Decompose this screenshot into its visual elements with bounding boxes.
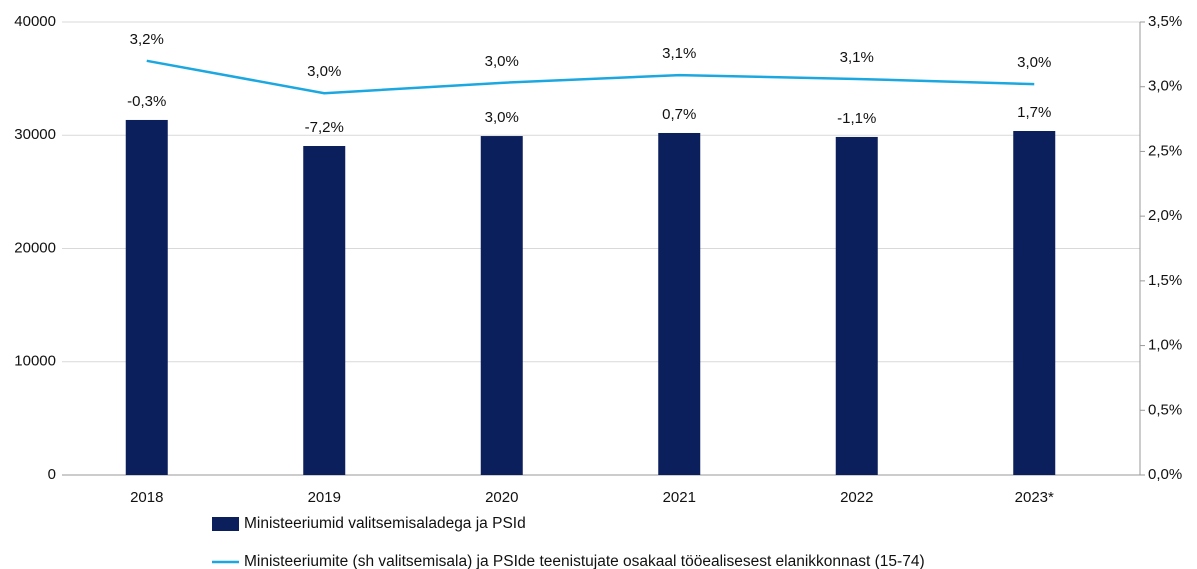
y2-tick-label: 3,0% [1148,78,1182,95]
line [146,59,1035,95]
bar-label: 3,0% [485,109,519,126]
bar [835,136,878,476]
bar-label: -1,1% [837,110,876,127]
bar-label: 0,7% [662,106,696,123]
bar-label: 1,7% [1017,104,1051,121]
bar [658,132,701,476]
y-tick-label: 0 [48,466,56,483]
x-tick-label: 2021 [663,489,696,506]
y-tick-label: 20000 [14,239,56,256]
bar [303,146,346,476]
y-tick-label: 10000 [14,353,56,370]
bar [1013,131,1056,476]
line-label: 3,2% [130,31,164,48]
y-tick-label: 30000 [14,126,56,143]
bar-label: -0,3% [127,93,166,110]
line-label: 3,0% [1017,54,1051,71]
y2-tick-label: 2,0% [1148,207,1182,224]
y2-tick-label: 0,5% [1148,401,1182,418]
x-tick-label: 2020 [485,489,518,506]
bar [480,136,523,475]
x-tick-label: 2022 [840,489,873,506]
y2-tick-label: 1,5% [1148,272,1182,289]
bar [125,119,168,476]
x-tick-label: 2018 [130,489,163,506]
y2-tick-label: 2,5% [1148,142,1182,159]
line-label: 3,0% [307,63,341,80]
legend-label: Ministeeriumid valitsemisaladega ja PSId [244,515,526,532]
line-label: 3,0% [485,53,519,70]
line-label: 3,1% [662,45,696,62]
line-label: 3,1% [840,49,874,66]
x-tick-label: 2019 [308,489,341,506]
y2-tick-label: 0,0% [1148,466,1182,483]
y2-tick-label: 3,5% [1148,13,1182,30]
legend-label: Ministeeriumite (sh valitsemisala) ja PS… [244,553,925,569]
x-tick-label: 2023* [1015,489,1054,506]
y-tick-label: 40000 [14,13,56,30]
y2-tick-label: 1,0% [1148,337,1182,354]
legend-swatch [212,517,239,531]
bar-label: -7,2% [305,119,344,136]
